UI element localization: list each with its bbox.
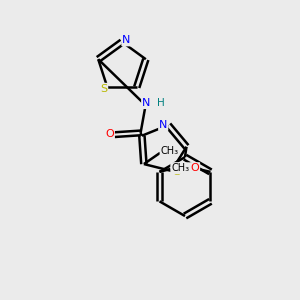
Text: S: S <box>173 167 180 177</box>
Text: O: O <box>105 128 114 139</box>
Text: H: H <box>157 98 165 108</box>
Text: N: N <box>122 35 130 46</box>
Text: S: S <box>100 84 107 94</box>
Text: F: F <box>173 163 179 173</box>
Text: N: N <box>142 98 150 108</box>
Text: CH₃: CH₃ <box>160 146 178 155</box>
Text: O: O <box>190 163 199 173</box>
Text: N: N <box>159 120 167 130</box>
Text: CH₃: CH₃ <box>171 163 189 173</box>
